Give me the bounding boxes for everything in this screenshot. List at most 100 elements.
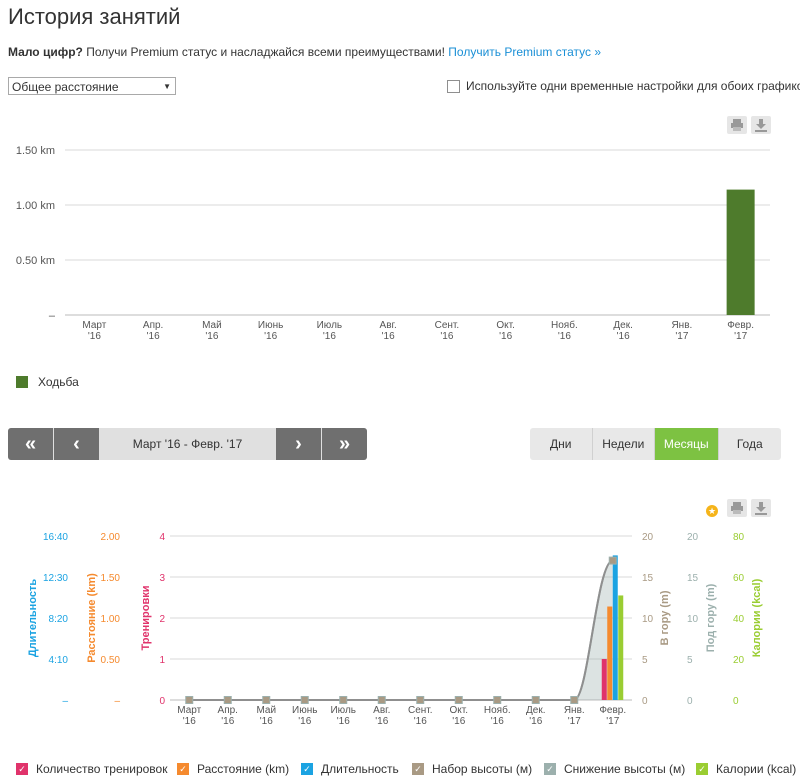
legend-item[interactable]: ✓ Количество тренировок — [16, 762, 167, 776]
period-weeks[interactable]: Недели — [592, 428, 655, 460]
period-years[interactable]: Года — [718, 428, 781, 460]
download-button-2[interactable] — [751, 499, 771, 517]
chart2-x-tick-label: '16 — [221, 716, 234, 727]
chart2-axis-title: Расстояние (km) — [86, 573, 98, 663]
check-icon: ✓ — [696, 763, 708, 775]
chart2-axis-tick-label: 0 — [733, 696, 739, 707]
last-period-button[interactable]: » — [322, 428, 367, 460]
chart2-axis-tick-label: 20 — [642, 532, 654, 543]
legend-item[interactable]: ✓ Калории (kcal) — [696, 762, 796, 776]
chart2-x-tick-label: Май — [256, 705, 276, 716]
chart2-axis-tick-label: 20 — [687, 532, 699, 543]
chart2-x-tick-label: Апр. — [218, 705, 238, 716]
download-button[interactable] — [751, 116, 771, 134]
double-chevron-right-icon: » — [338, 433, 351, 455]
check-icon: ✓ — [16, 763, 28, 775]
chart2-marker — [223, 696, 232, 704]
chart2-x-tick-label: Июль — [330, 705, 356, 716]
check-icon: ✓ — [412, 763, 424, 775]
chart1-x-tick-label: '16 — [88, 331, 101, 342]
print-button-2[interactable] — [727, 499, 747, 517]
chart1-y-tick-label: 1.00 km — [16, 200, 55, 212]
period-selector: Дни Недели Месяцы Года — [530, 428, 781, 460]
legend-label: Снижение высоты (м) — [564, 762, 686, 776]
print-button[interactable] — [727, 116, 747, 134]
double-chevron-left-icon: « — [24, 433, 37, 455]
chart2-x-tick-label: Сент. — [408, 705, 433, 716]
chart2-x-tick-label: Июнь — [292, 705, 317, 716]
chart2-x-tick-label: Дек. — [526, 705, 546, 716]
period-days[interactable]: Дни — [530, 428, 593, 460]
chart2-x-tick-label: '16 — [375, 716, 388, 727]
period-months[interactable]: Месяцы — [655, 428, 719, 460]
chart2-axis-tick-label: 4 — [159, 532, 165, 543]
chart1-x-tick-label: '16 — [558, 331, 571, 342]
chart2-marker — [262, 696, 271, 704]
legend-label: Расстояние (km) — [197, 762, 290, 776]
legend-label: Количество тренировок — [36, 762, 168, 776]
chart2-axis-tick-label: 0.50 — [101, 655, 121, 666]
chart2-axis-tick-label: 0 — [687, 696, 693, 707]
chart2-axis-tick-label: 40 — [733, 614, 745, 625]
metric-select-value: Общее расстояние — [12, 80, 119, 94]
chart1-x-tick-label: '16 — [617, 331, 630, 342]
chart2-axis-tick-label: 2 — [159, 614, 165, 625]
chart2-axis-tick-label: 15 — [687, 573, 699, 584]
premium-link[interactable]: Получить Premium статус » — [448, 45, 601, 59]
chart2-axis-tick-label: 2.00 — [101, 532, 121, 543]
chart1-x-tick-label: '16 — [440, 331, 453, 342]
chart2-marker — [377, 696, 386, 704]
legend-item[interactable]: ✓ Набор высоты (м) — [412, 762, 532, 776]
chart2-axis-tick-label: 15 — [642, 573, 654, 584]
chart2-x-tick-label: Февр. — [599, 705, 626, 716]
chart2-axis-tick-label: 10 — [642, 614, 654, 625]
chart2-x-tick-label: '16 — [452, 716, 465, 727]
chart1-x-tick-label: Март — [82, 320, 106, 331]
chart2-axis-tick-label: – — [114, 696, 120, 707]
chart2-marker — [416, 696, 425, 704]
legend-label: Набор высоты (м) — [432, 762, 533, 776]
premium-star-icon[interactable]: ★ — [706, 505, 718, 517]
chart2-x-tick-label: '16 — [260, 716, 273, 727]
legend-label: Длительность — [321, 762, 399, 776]
chart2-axis-tick-label: 5 — [687, 655, 693, 666]
chart2-axis-tick-label: 5 — [642, 655, 648, 666]
chart1-x-tick-label: '16 — [323, 331, 336, 342]
chart1-x-tick-label: Июль — [317, 320, 343, 331]
chart2-axis-tick-label: 1 — [159, 655, 165, 666]
legend-label: Калории (kcal) — [716, 762, 797, 776]
date-range-label: Март '16 - Февр. '17 — [132, 437, 243, 451]
premium-promo: Мало цифр? Получи Premium статус и насла… — [8, 45, 601, 59]
prev-period-button[interactable]: ‹ — [54, 428, 99, 460]
chart2-x-tick-label: Нояб. — [484, 704, 511, 716]
chart2-marker — [493, 696, 502, 704]
chart1-x-tick-label: Авг. — [380, 320, 397, 331]
next-period-button[interactable]: › — [276, 428, 321, 460]
chart2-axis-tick-label: 10 — [687, 614, 699, 625]
sync-time-settings[interactable]: Используйте одни временные настройки для… — [447, 79, 800, 93]
chart2-bar — [612, 555, 618, 700]
chart2-axis-tick-label: 60 — [733, 573, 745, 584]
chart2-x-tick-label: '17 — [568, 716, 581, 727]
chart2-marker — [185, 696, 194, 704]
download-icon — [755, 119, 767, 132]
metric-select[interactable]: Общее расстояние ▼ — [8, 77, 176, 95]
sync-label: Используйте одни временные настройки для… — [466, 79, 800, 93]
first-period-button[interactable]: « — [8, 428, 53, 460]
distance-chart: –0.50 km1.00 km1.50 kmМарт'16Апр.'16Май'… — [16, 145, 770, 342]
page-title: История занятий — [8, 4, 181, 29]
chart1-legend[interactable]: Ходьба — [16, 375, 79, 389]
chart2-x-tick-label: '16 — [298, 716, 311, 727]
print-icon — [731, 502, 743, 514]
legend-item[interactable]: ✓ Расстояние (km) — [177, 762, 289, 776]
chart2-x-tick-label: '16 — [491, 716, 504, 727]
legend-item[interactable]: ✓ Снижение высоты (м) — [544, 762, 685, 776]
legend-item[interactable]: ✓ Длительность — [301, 762, 399, 776]
chart2-x-tick-label: Окт. — [449, 705, 468, 716]
chart2-x-tick-label: '16 — [414, 716, 427, 727]
legend-swatch-walking — [16, 376, 28, 388]
promo-bold: Мало цифр? — [8, 45, 83, 59]
summary-chart: – 4:10 8:20 12:30 16:40 Длительность – 0.50 1.00… — [27, 532, 763, 727]
sync-checkbox[interactable] — [447, 79, 460, 93]
chart2-axis-title: Калории (kcal) — [751, 578, 763, 657]
